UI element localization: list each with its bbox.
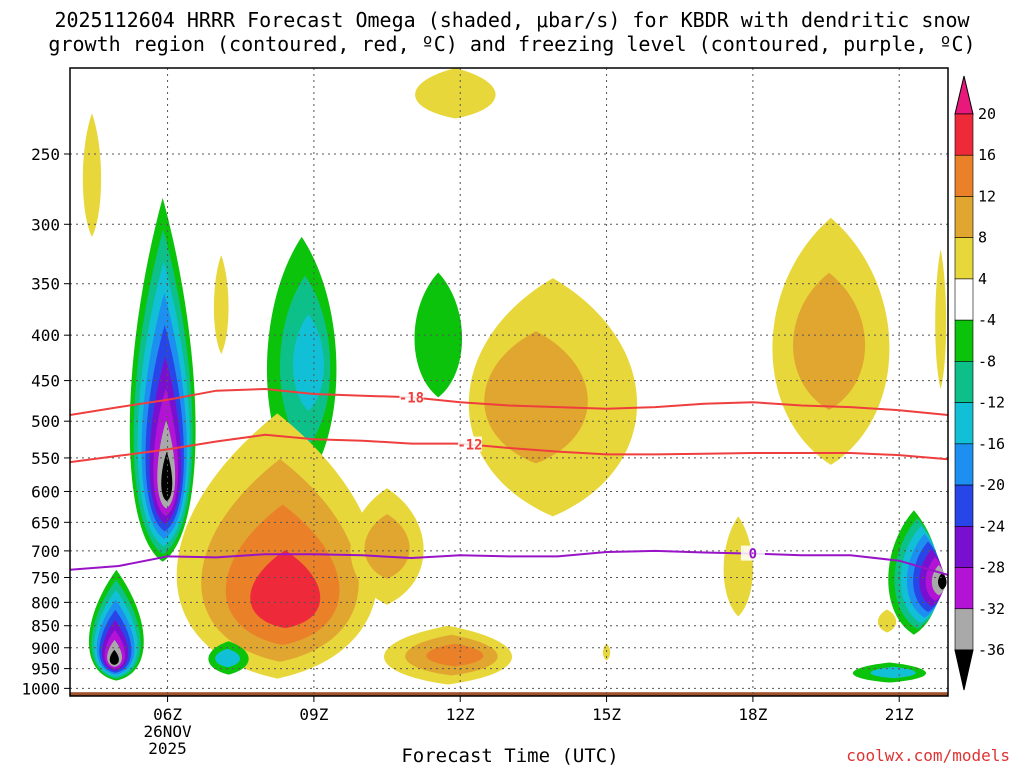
colorbar-label-4: 4: [978, 270, 987, 288]
colorbar-label--32: -32: [978, 600, 1005, 618]
y-tick-label-400: 400: [31, 326, 60, 345]
gridlines: [70, 68, 948, 696]
x-tick-label-18Z: 18Z: [738, 705, 767, 724]
colorbar-segment--36--32: [954, 608, 974, 651]
colorbar-label--24: -24: [978, 517, 1005, 535]
colorbar-label-8: 8: [978, 229, 987, 247]
y-tick-label-600: 600: [31, 482, 60, 501]
dgz-minus18-line: [70, 387, 948, 416]
omega-region-4-g12: [293, 314, 324, 411]
omega-region-18-y4: [935, 249, 947, 390]
omega-region-7-g12: [215, 648, 240, 668]
freezing-level-label: 0: [749, 547, 757, 563]
x-date-label-line1: 26NOV: [143, 722, 192, 741]
omega-region-12-y8: [793, 272, 866, 410]
y-tick-label-250: 250: [31, 145, 60, 164]
colorbar-segment-4-8: [954, 237, 974, 280]
colorbar-segment--8--4: [954, 319, 974, 362]
x-axis-title: Forecast Time (UTC): [401, 745, 619, 767]
colorbar-segment--24--20: [954, 484, 974, 527]
omega-region-11-y12: [426, 643, 484, 667]
colorbar-top-arrow: [954, 75, 974, 115]
colorbar-label--28: -28: [978, 559, 1005, 577]
omega-region-6-y8: [364, 514, 410, 579]
dgz-minus12-line: [70, 433, 948, 464]
y-tick-label-550: 550: [31, 449, 60, 468]
colorbar-label-16: 16: [978, 146, 996, 164]
y-tick-label-900: 900: [31, 639, 60, 658]
omega-region-1-g36: [161, 451, 173, 501]
colorbar-segment-12-16: [954, 154, 974, 197]
plot-frame: [69, 67, 949, 697]
colorbar-bottom-arrow: [954, 649, 974, 691]
y-tick-label-300: 300: [31, 215, 60, 234]
colorbar-label--16: -16: [978, 435, 1005, 453]
omega-region-8-g4: [414, 272, 463, 398]
x-tick-label-09Z: 09Z: [299, 705, 328, 724]
y-tick-label-750: 750: [31, 568, 60, 587]
colorbar-label--8: -8: [978, 352, 996, 370]
colorbar-label--12: -12: [978, 394, 1005, 412]
y-tick-label-850: 850: [31, 617, 60, 636]
colorbar-segment-8-12: [954, 196, 974, 238]
ground-surface: [70, 692, 948, 696]
colorbar-label-20: 20: [978, 105, 996, 123]
contour-lines: -18 -12 0: [70, 387, 948, 576]
y-tick-label-1000: 1000: [21, 679, 60, 698]
x-tick-label-06Z: 06Z: [153, 705, 182, 724]
dgz-minus12-label: -12: [457, 438, 482, 454]
omega-region-2-g36: [109, 649, 119, 665]
colorbar-label--36: -36: [978, 641, 1005, 659]
freezing-level-line: [70, 549, 948, 576]
colorbar-segment--32--28: [954, 567, 974, 610]
omega-region-16-g12: [870, 666, 916, 679]
colorbar-segment--12--8: [954, 361, 974, 403]
colorbar-segment-16-20: [954, 113, 974, 156]
colorbar-label--4: -4: [978, 311, 996, 329]
y-tick-label-450: 450: [31, 372, 60, 391]
chart-title-line-2: growth region (contoured, red, ºC) and f…: [48, 32, 976, 56]
colorbar-segment--4-4: [954, 278, 974, 321]
source-credit: coolwx.com/models: [846, 746, 1010, 765]
omega-region-0-y4: [82, 113, 102, 237]
omega-region-15-y4: [877, 609, 897, 633]
x-date-label-line2: 2025: [148, 739, 187, 758]
dgz-minus18-label: -18: [399, 390, 424, 406]
x-tick-label-21Z: 21Z: [885, 705, 914, 724]
colorbar-label-12: 12: [978, 187, 996, 205]
y-tick-label-950: 950: [31, 660, 60, 679]
omega-field: [70, 68, 948, 696]
dgz-minus12-label-bg: [457, 436, 482, 452]
chart-title-line-1: 2025112604 HRRR Forecast Omega (shaded, …: [54, 8, 970, 32]
omega-region-3-y4: [213, 255, 229, 354]
colorbar-segment--20--16: [954, 443, 974, 486]
omega-region-9-y4: [415, 68, 496, 119]
y-tick-label-800: 800: [31, 593, 60, 612]
omega-region-13-y4: [723, 516, 753, 617]
colorbar-segment--16--12: [954, 402, 974, 445]
dgz-minus18-label-bg: [399, 389, 424, 405]
freezing-level-label-bg: [740, 545, 765, 561]
omega-region-10-y8: [484, 331, 588, 464]
y-tick-label-350: 350: [31, 275, 60, 294]
y-tick-label-700: 700: [31, 542, 60, 561]
omega-region-5-y16: [250, 550, 321, 629]
colorbar-label--20: -20: [978, 476, 1005, 494]
y-tick-label-650: 650: [31, 513, 60, 532]
colorbar: 20 16 12 8 4 -4 -8 -12 -16 -20 -24 -28 -32 -36: [954, 75, 1005, 691]
y-tick-label-500: 500: [31, 412, 60, 431]
x-tick-label-12Z: 12Z: [446, 705, 475, 724]
colorbar-segment--28--24: [954, 526, 974, 568]
x-tick-label-15Z: 15Z: [592, 705, 621, 724]
